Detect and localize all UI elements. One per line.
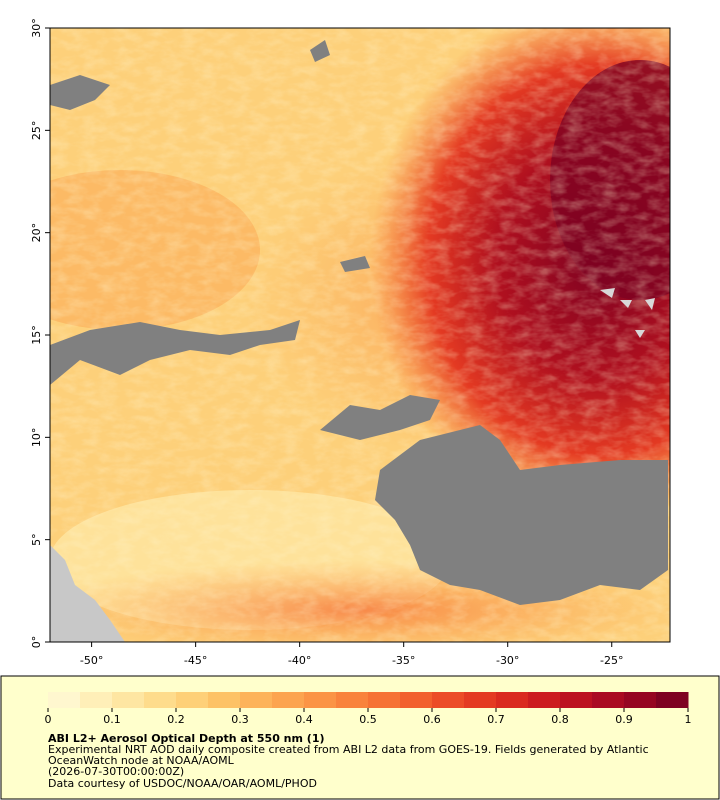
colorbar: 0 0.1 0.2 0.3 0.4 0.5 0.6 0.7 0.8 0.9 1 bbox=[45, 692, 692, 726]
colorbar-segment bbox=[144, 692, 177, 708]
note: Data courtesy of USDOC/NOAA/OAR/AOML/PHO… bbox=[48, 777, 317, 790]
note: OceanWatch node at NOAA/AOML bbox=[48, 754, 235, 767]
x-tick-label: -30° bbox=[496, 654, 519, 667]
y-tick-label: 10° bbox=[30, 428, 43, 448]
cloud-mask bbox=[600, 288, 655, 338]
colorbar-segment bbox=[272, 692, 305, 708]
colorbar-tick-label: 0.8 bbox=[551, 713, 569, 726]
colorbar-tick-label: 0 bbox=[45, 713, 52, 726]
y-tick-label: 20° bbox=[30, 223, 43, 243]
y-tick-label: 5° bbox=[30, 533, 43, 546]
colorbar-segment bbox=[112, 692, 145, 708]
y-tick-label: 15° bbox=[30, 325, 43, 345]
colorbar-segment bbox=[48, 692, 81, 708]
colorbar-title: ABI L2+ Aerosol Optical Depth at 550 nm … bbox=[48, 732, 325, 745]
colorbar-segment bbox=[592, 692, 625, 708]
x-tick-label: -35° bbox=[392, 654, 415, 667]
colorbar-tick-label: 1 bbox=[685, 713, 692, 726]
cloud-mask bbox=[375, 425, 668, 605]
aod-map bbox=[50, 28, 670, 642]
x-tick-label: -45° bbox=[184, 654, 207, 667]
colorbar-tick-label: 0.6 bbox=[423, 713, 441, 726]
colorbar-tick-label: 0.2 bbox=[167, 713, 185, 726]
colorbar-segment bbox=[304, 692, 337, 708]
colorbar-segment bbox=[400, 692, 433, 708]
colorbar-segment bbox=[624, 692, 657, 708]
y-tick-label: 25° bbox=[30, 121, 43, 141]
colorbar-tick-label: 0.4 bbox=[295, 713, 313, 726]
note: (2026-07-30T00:00:00Z) bbox=[48, 765, 184, 778]
x-tick-label: -50° bbox=[80, 654, 103, 667]
colorbar-segment bbox=[432, 692, 465, 708]
colorbar-segment bbox=[208, 692, 241, 708]
x-tick-label: -40° bbox=[288, 654, 311, 667]
colorbar-segment bbox=[464, 692, 497, 708]
colorbar-segment bbox=[336, 692, 369, 708]
colorbar-tick-label: 0.3 bbox=[231, 713, 249, 726]
colorbar-tick-label: 0.9 bbox=[615, 713, 633, 726]
cloud-mask bbox=[50, 320, 300, 385]
colorbar-segment bbox=[80, 692, 113, 708]
cloud-mask bbox=[50, 75, 110, 110]
colorbar-tick-label: 0.1 bbox=[103, 713, 121, 726]
colorbar-segment bbox=[496, 692, 529, 708]
colorbar-segment bbox=[656, 692, 689, 708]
colorbar-tick-label: 0.7 bbox=[487, 713, 505, 726]
cloud-mask bbox=[320, 395, 440, 440]
axes: -50° -45° -40° -35° -30° -25° 0° 5° 10° 15° 20° 25°… bbox=[30, 18, 623, 667]
colorbar-segment bbox=[560, 692, 593, 708]
colorbar-segment bbox=[368, 692, 401, 708]
colorbar-segment bbox=[240, 692, 273, 708]
y-tick-label: 0° bbox=[30, 636, 43, 649]
x-tick-label: -25° bbox=[600, 654, 623, 667]
y-tick-label: 30° bbox=[30, 18, 43, 38]
colorbar-tick-label: 0.5 bbox=[359, 713, 377, 726]
colorbar-segment bbox=[176, 692, 209, 708]
note: Experimental NRT AOD daily composite cre… bbox=[48, 743, 649, 756]
land bbox=[50, 545, 125, 642]
colorbar-segment bbox=[528, 692, 561, 708]
